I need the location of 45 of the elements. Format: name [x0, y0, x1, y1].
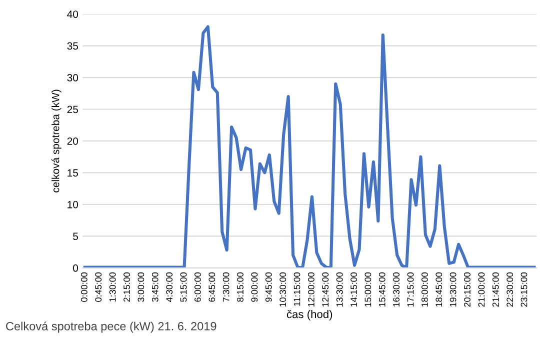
x-tick-label: 18:00:00	[422, 272, 428, 306]
x-tick-label: 0:45:00	[95, 272, 102, 302]
y-tick-label: 20	[67, 137, 78, 145]
x-tick-label: 15:45:00	[378, 272, 386, 306]
x-tick-label: 17:15:00	[407, 272, 414, 306]
x-tick-label: 12:45:00	[322, 272, 329, 306]
x-axis-title: čas (hod)	[286, 310, 332, 320]
x-tick-label: 2:15:00	[124, 272, 130, 302]
y-tick-label: 30	[67, 74, 78, 82]
x-tick-label: 4:30:00	[166, 272, 173, 302]
x-tick-label: 14:15:00	[350, 272, 357, 306]
text: Celková spotreba pece (kW) 21. 6. 2019	[6, 322, 216, 333]
y-tick-label: 40	[67, 10, 78, 18]
x-tick-label: 21:45:00	[492, 272, 499, 307]
x-tick-label: 11:15:00	[294, 272, 300, 306]
y-axis-title: celková spotreba (kW)	[51, 90, 62, 192]
y-tick-label: 15	[68, 169, 78, 177]
y-tick-label: 10	[68, 200, 78, 208]
x-tick-label: 16:30:00	[393, 272, 400, 306]
x-tick-label: 9:45:00	[265, 272, 272, 302]
x-tick-label: 10:30:00	[280, 272, 286, 306]
x-tick-label: 0:00:00	[80, 272, 88, 302]
x-tick-label: 23:15:00	[520, 272, 528, 307]
x-tick-label: 19:30:00	[450, 272, 456, 306]
y-tick-label: 35	[67, 42, 78, 50]
x-tick-label: 3:00:00	[138, 272, 144, 302]
x-tick-label: 12:00:00	[308, 272, 314, 306]
x-tick-label: 6:00:00	[194, 272, 201, 302]
x-tick-label: 21:00:00	[478, 272, 485, 307]
y-tick-label: 25	[67, 106, 78, 114]
x-tick-label: 13:30:00	[336, 272, 343, 306]
x-tick-label: 5:15:00	[180, 272, 187, 302]
x-tick-label: 15:00:00	[364, 272, 372, 306]
x-tick-label: 9:00:00	[251, 272, 258, 302]
y-tick-label: 5	[73, 232, 78, 240]
x-tick-label: 6:45:00	[208, 272, 216, 302]
x-tick-label: 8:15:00	[237, 272, 244, 302]
line-series	[83, 25, 536, 268]
x-tick-label: 3:45:00	[152, 272, 158, 302]
x-tick-label: 22:30:00	[506, 272, 514, 307]
x-tick-label: 20:15:00	[464, 272, 470, 307]
x-tick-label: 18:45:00	[436, 272, 442, 306]
x-tick-label: 1:30:00	[109, 272, 116, 302]
x-tick-label: 7:30:00	[222, 272, 230, 302]
y-tick-label: 0	[73, 264, 78, 272]
